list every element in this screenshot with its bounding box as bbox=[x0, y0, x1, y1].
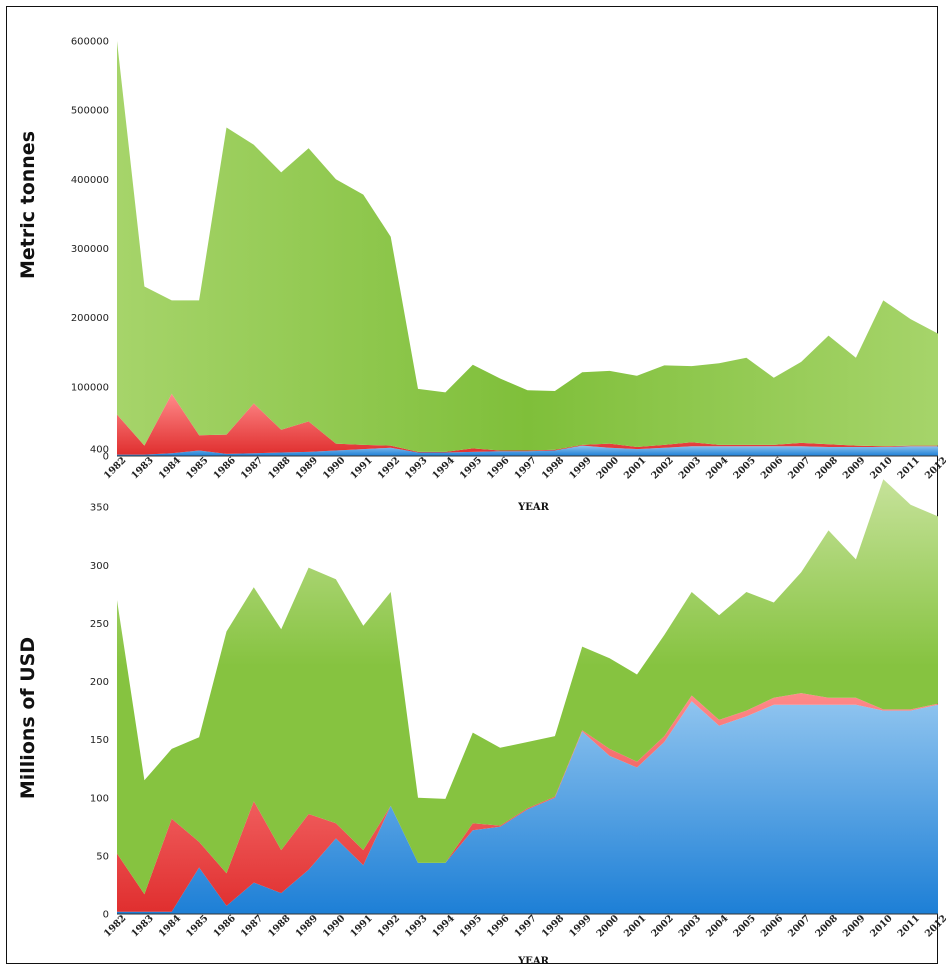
x-tick-label: 2008 bbox=[814, 455, 841, 482]
y-tick-label: 300 bbox=[90, 561, 109, 572]
x-tick-label: 1995 bbox=[458, 455, 484, 481]
x-tick-label: 1998 bbox=[540, 455, 567, 482]
x-tick-label: 2009 bbox=[841, 913, 868, 940]
y-tick-label: 100 bbox=[90, 793, 109, 804]
x-tick-label: 2008 bbox=[814, 913, 841, 940]
y-tick-label: 0 bbox=[103, 452, 109, 463]
x-tick-label: 2009 bbox=[841, 455, 868, 482]
x-tick-label: 1998 bbox=[540, 913, 567, 940]
x-tick-label: 1992 bbox=[376, 913, 402, 939]
x-tick-label: 1983 bbox=[129, 455, 155, 481]
x-tick-label: 2003 bbox=[677, 913, 703, 939]
x-tick-label: 2003 bbox=[677, 455, 703, 481]
x-tick-label: 2007 bbox=[786, 455, 812, 481]
x-axis-title: YEAR bbox=[517, 956, 550, 967]
x-tick-label: 2004 bbox=[704, 913, 731, 940]
y-tick-label: 50 bbox=[96, 851, 109, 862]
x-tick-label: 1996 bbox=[485, 913, 512, 940]
x-tick-label: 1988 bbox=[266, 455, 293, 482]
x-tick-label: 1987 bbox=[239, 913, 265, 939]
x-tick-label: 2011 bbox=[896, 455, 922, 481]
y-axis-title: Metric tonnes bbox=[17, 131, 39, 279]
x-tick-label: 1999 bbox=[567, 913, 594, 940]
x-tick-label: 1991 bbox=[348, 913, 374, 939]
y-tick-label: 200000 bbox=[71, 313, 109, 324]
x-tick-label: 1985 bbox=[184, 913, 210, 939]
x-tick-label: 1994 bbox=[430, 913, 457, 940]
x-tick-label: 1994 bbox=[430, 455, 457, 482]
x-tick-label: 2006 bbox=[759, 913, 786, 940]
y-tick-label: 600000 bbox=[71, 37, 109, 48]
x-tick-label: 1984 bbox=[157, 455, 184, 482]
y-tick-label: 400000 bbox=[71, 175, 109, 186]
x-tick-label: 2004 bbox=[704, 455, 731, 482]
x-tick-label: 2007 bbox=[786, 913, 812, 939]
x-tick-label: 1988 bbox=[266, 913, 293, 940]
x-axis-title: YEAR bbox=[517, 502, 550, 513]
x-tick-label: 2011 bbox=[896, 913, 922, 939]
x-tick-label: 2002 bbox=[649, 913, 675, 939]
area-series-green bbox=[117, 41, 938, 452]
x-tick-label: 2006 bbox=[759, 455, 786, 482]
x-tick-label: 1989 bbox=[294, 455, 321, 482]
x-tick-label: 2012 bbox=[923, 913, 946, 939]
y-tick-label: 300000 bbox=[71, 244, 109, 255]
area-series-blue bbox=[117, 701, 938, 914]
x-tick-label: 1996 bbox=[485, 455, 512, 482]
y-tick-label: 500000 bbox=[71, 106, 109, 117]
area-series-blue bbox=[117, 445, 938, 456]
x-tick-label: 2001 bbox=[622, 913, 648, 939]
x-tick-label: 1993 bbox=[403, 455, 429, 481]
x-tick-label: 1997 bbox=[512, 913, 538, 939]
x-tick-label: 1986 bbox=[211, 455, 238, 482]
x-tick-label: 1992 bbox=[376, 455, 402, 481]
x-tick-label: 1990 bbox=[321, 913, 348, 940]
x-tick-label: 2000 bbox=[595, 455, 622, 482]
x-tick-label: 1995 bbox=[458, 913, 484, 939]
x-tick-label: 2012 bbox=[923, 455, 946, 481]
x-tick-label: 2001 bbox=[622, 455, 648, 481]
x-tick-label: 2002 bbox=[649, 455, 675, 481]
x-tick-label: 1984 bbox=[157, 913, 184, 940]
y-tick-label: 100000 bbox=[71, 382, 109, 393]
area-series-green bbox=[117, 479, 938, 895]
x-tick-label: 1999 bbox=[567, 455, 594, 482]
x-tick-label: 1990 bbox=[321, 455, 348, 482]
y-tick-label: 250 bbox=[90, 619, 109, 630]
x-tick-label: 2005 bbox=[731, 913, 757, 939]
x-tick-label: 2000 bbox=[595, 913, 622, 940]
x-tick-label: 1985 bbox=[184, 455, 210, 481]
y-tick-label: 200 bbox=[90, 677, 109, 688]
chart-panel-1: 0 100000 200000 300000 400000 500000 600000 198… bbox=[17, 37, 946, 514]
x-tick-label: 1997 bbox=[512, 455, 538, 481]
x-tick-label: 2010 bbox=[868, 455, 895, 482]
x-tick-label: 1989 bbox=[294, 913, 321, 940]
x-tick-label: 2005 bbox=[731, 455, 757, 481]
y-tick-label: 0 bbox=[103, 910, 109, 921]
x-tick-label: 1993 bbox=[403, 913, 429, 939]
y-tick-label: 400 bbox=[90, 445, 109, 456]
y-tick-label: 150 bbox=[90, 735, 109, 746]
x-tick-label: 2010 bbox=[868, 913, 895, 940]
x-tick-label: 1987 bbox=[239, 455, 265, 481]
y-axis-title: Millions of USD bbox=[17, 637, 39, 799]
y-tick-label: 350 bbox=[90, 503, 109, 514]
x-tick-label: 1983 bbox=[129, 913, 155, 939]
area-series-red bbox=[117, 393, 938, 455]
x-tick-label: 1986 bbox=[211, 913, 238, 940]
x-tick-label: 1991 bbox=[348, 455, 374, 481]
